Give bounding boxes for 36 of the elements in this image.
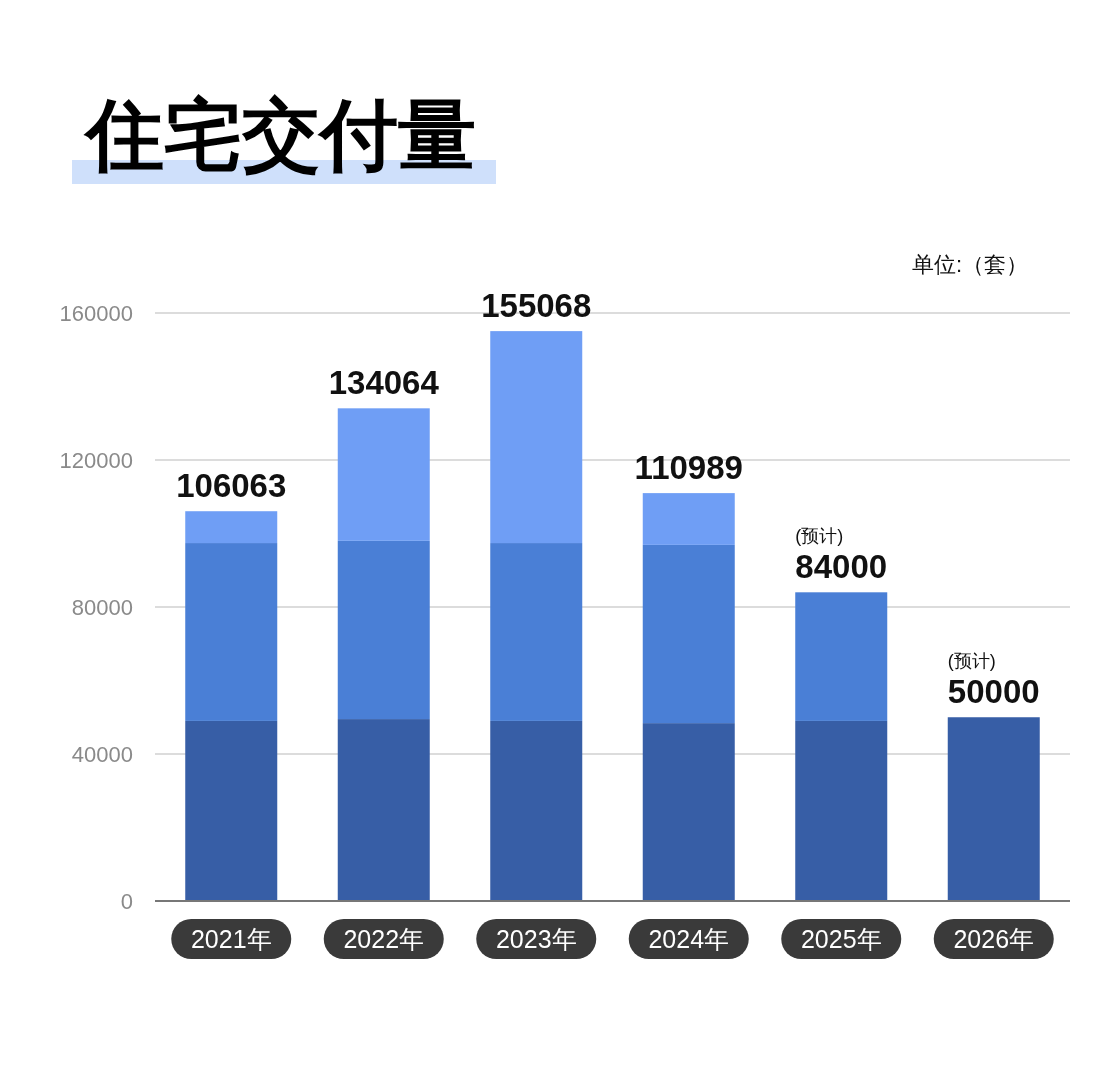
bar [337, 540, 430, 720]
x-tick-label: 2025年 [800, 925, 882, 953]
bar [185, 543, 278, 721]
bar [642, 723, 735, 901]
x-tick-label: 2023年 [495, 925, 577, 953]
x-tick-label: 2024年 [648, 925, 730, 953]
x-tick-label: 2022年 [343, 925, 425, 953]
bar [490, 543, 583, 721]
x-tick-label: 2026年 [953, 925, 1035, 953]
y-tick-label: 160000 [59, 301, 133, 326]
annotation: (预计) [795, 526, 844, 547]
bar [947, 717, 1040, 901]
annotation: (预计) [947, 651, 996, 672]
x-tick-label: 2021年 [190, 925, 272, 953]
bar [490, 331, 583, 544]
bar [337, 408, 430, 541]
text: 单位:（套） [911, 252, 1028, 277]
bar [490, 720, 583, 901]
bar [185, 511, 278, 544]
total-label: 134064 [328, 364, 440, 402]
total-label: 106063 [176, 467, 287, 505]
bar [185, 720, 278, 901]
y-tick-label: 0 [120, 889, 133, 914]
bar [795, 592, 888, 721]
bar [642, 493, 735, 545]
total-label: 155068 [481, 287, 592, 325]
total-label: 110989 [634, 449, 743, 487]
total-label: 50000 [947, 673, 1040, 711]
chart-title: 住宅交付量 [83, 91, 476, 179]
bar [795, 720, 888, 901]
y-tick-label: 120000 [59, 448, 133, 473]
total-label: 84000 [795, 548, 888, 586]
bar [337, 719, 430, 901]
bar [642, 544, 735, 724]
y-tick-label: 40000 [71, 742, 133, 767]
y-tick-label: 80000 [71, 595, 133, 620]
